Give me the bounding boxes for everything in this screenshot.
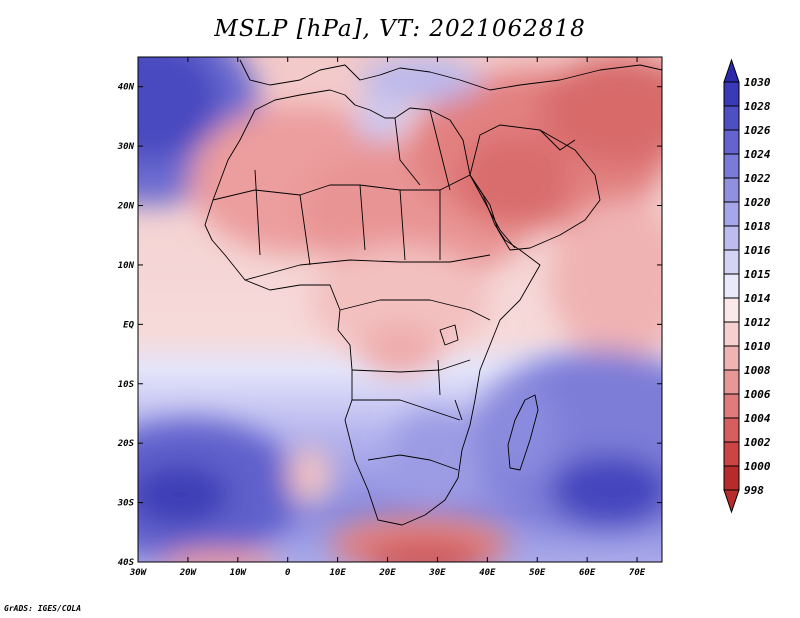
colorbar-label: 1014 — [744, 292, 771, 305]
colorbar-swatch — [723, 297, 740, 323]
colorbar-label: 1024 — [744, 148, 771, 161]
colorbar-label: 1030 — [744, 76, 771, 89]
longitude-axis: 30W 20W 10W 0 10E 20E 30E 40E 50E 60E 70E — [129, 57, 646, 578]
lon-tick-label: 40E — [479, 568, 496, 578]
colorbar-label: 1018 — [744, 220, 771, 233]
colorbar-bottom-arrow — [723, 489, 740, 514]
lat-tick-label: 10S — [118, 380, 135, 390]
colorbar-swatch — [723, 249, 740, 275]
lon-tick-label: 0 — [285, 568, 291, 578]
colorbar-label: 1022 — [744, 172, 771, 185]
lat-tick-label: 10N — [118, 261, 135, 271]
colorbar-swatch — [723, 129, 740, 155]
lat-tick-label: 30S — [117, 499, 135, 509]
lon-tick-label: 30W — [129, 568, 148, 578]
colorbar-swatch — [723, 225, 740, 251]
colorbar-label: 1026 — [744, 124, 771, 137]
colorbar-swatch — [723, 393, 740, 419]
colorbar-swatch — [723, 417, 740, 443]
colorbar-top-arrow — [723, 58, 740, 83]
colorbar-swatch — [723, 465, 740, 491]
lat-tick-label: 20S — [117, 439, 135, 449]
colorbar-swatch — [723, 369, 740, 395]
colorbar-label: 1002 — [744, 436, 771, 449]
colorbar-label: 1000 — [744, 460, 771, 473]
colorbar-label: 1008 — [744, 364, 771, 377]
colorbar-label: 1010 — [744, 340, 771, 353]
lon-tick-label: 10E — [329, 568, 346, 578]
colorbar-label: 1028 — [744, 100, 771, 113]
lon-tick-label: 20E — [378, 568, 396, 578]
lon-tick-label: 70E — [629, 568, 646, 578]
lon-tick-label: 20W — [179, 568, 198, 578]
colorbar-swatch — [723, 105, 740, 131]
colorbar-swatch — [723, 201, 740, 227]
footer-credit: GrADS: IGES/COLA — [4, 604, 82, 613]
colorbar-swatch — [723, 321, 740, 347]
lat-tick-label: 30N — [117, 142, 135, 152]
colorbar-swatch — [723, 81, 740, 107]
coastlines — [204, 59, 662, 526]
lon-tick-label: 30E — [428, 568, 446, 578]
colorbar-label: 1020 — [744, 196, 771, 209]
colorbar-swatch — [723, 177, 740, 203]
colorbar-label: 1015 — [744, 268, 771, 281]
lat-tick-label: 20N — [117, 202, 135, 212]
colorbar-label: 1012 — [744, 316, 771, 329]
pressure-field — [138, 57, 662, 562]
lon-tick-label: 60E — [579, 568, 596, 578]
latitude-axis: 40N 30N 20N 10N EQ 10S 20S 30S 40S — [117, 83, 662, 568]
colorbar: 1030 1028 1026 1024 1022 1020 1018 1016 1015 1014… — [723, 58, 771, 514]
colorbar-swatch — [723, 441, 740, 467]
lon-tick-label: 10W — [230, 568, 248, 578]
chart-title: MSLP [hPa], VT: 2021062818 — [214, 16, 586, 42]
lon-tick-label: 50E — [529, 568, 546, 578]
colorbar-label: 1016 — [744, 244, 771, 257]
colorbar-label: 1006 — [744, 388, 771, 401]
lat-tick-label: 40N — [118, 83, 135, 93]
colorbar-label: 1004 — [744, 412, 771, 425]
colorbar-swatch — [723, 345, 740, 371]
map-frame — [137, 56, 663, 563]
colorbar-swatch — [723, 273, 740, 299]
lat-tick-label: EQ — [123, 320, 134, 330]
lat-tick-label: 40S — [118, 558, 135, 568]
colorbar-label: 998 — [744, 484, 764, 497]
colorbar-swatch — [723, 153, 740, 179]
